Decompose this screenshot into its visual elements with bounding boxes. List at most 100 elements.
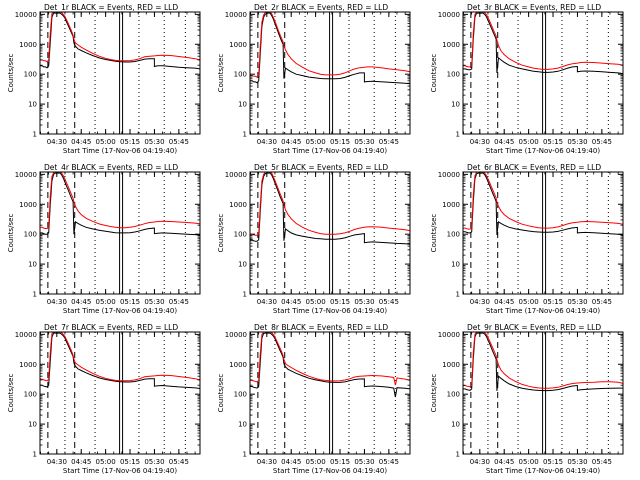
y-axis-label: Counts/sec [430, 374, 438, 413]
x-tick-label: 05:45 [169, 298, 189, 306]
plot-frame [249, 331, 411, 455]
panel-2: Det_2r BLACK = Events, RED = LLD 1 10 100 10… [217, 3, 411, 155]
x-tick-label: 05:00 [519, 458, 539, 466]
y-tick-label: 1000 [229, 41, 247, 49]
x-tick-label: 04:45 [71, 458, 91, 466]
events-series-line [250, 12, 411, 85]
x-tick-label: 05:45 [592, 458, 612, 466]
y-tick-label: 10 [28, 101, 37, 109]
x-tick-label: 05:45 [379, 298, 399, 306]
chart-title: Det_4r BLACK = Events, RED = LLD [44, 163, 178, 172]
y-tick-label: 1 [456, 131, 460, 139]
y-tick-label: 10000 [225, 331, 247, 339]
x-axis-label: Start Time (17-Nov-06 04:19:40) [486, 307, 600, 315]
plot-frame [249, 171, 411, 295]
y-tick-label: 1000 [19, 361, 37, 369]
y-axis-label: Counts/sec [217, 214, 225, 253]
x-tick-label: 04:30 [47, 298, 67, 306]
x-tick-label: 05:45 [379, 138, 399, 146]
panel-8: Det_8r BLACK = Events, RED = LLD 1 10 100 10… [217, 323, 411, 475]
x-tick-label: 05:15 [543, 458, 563, 466]
x-tick-label: 04:45 [281, 138, 301, 146]
lld-series-line [250, 171, 411, 236]
x-axis-label: Start Time (17-Nov-06 04:19:40) [486, 147, 600, 155]
y-tick-label: 100 [447, 71, 460, 79]
y-tick-label: 1000 [19, 41, 37, 49]
x-tick-label: 04:45 [281, 458, 301, 466]
events-series-line [40, 332, 201, 389]
panel-5: Det_5r BLACK = Events, RED = LLD 1 10 100 10… [217, 163, 411, 315]
chart-title: Det_3r BLACK = Events, RED = LLD [467, 3, 601, 12]
y-tick-label: 10 [451, 101, 460, 109]
y-tick-label: 100 [447, 391, 460, 399]
chart-title: Det_7r BLACK = Events, RED = LLD [44, 323, 178, 332]
events-series-line [463, 172, 624, 236]
y-tick-label: 1 [33, 291, 37, 299]
chart-title: Det_1r BLACK = Events, RED = LLD [44, 3, 178, 12]
y-tick-label: 1000 [442, 201, 460, 209]
y-tick-label: 100 [24, 231, 37, 239]
x-tick-label: 05:00 [306, 458, 326, 466]
x-tick-label: 05:15 [330, 138, 350, 146]
y-axis-label: Counts/sec [217, 374, 225, 413]
panel-1: Det_1r BLACK = Events, RED = LLD 1 10 100 10… [7, 3, 201, 155]
plot-frame [462, 171, 624, 295]
lld-series-line [250, 11, 411, 78]
events-series-line [40, 172, 201, 236]
y-axis-label: Counts/sec [7, 54, 15, 93]
plot-frame [462, 11, 624, 135]
x-tick-label: 05:30 [144, 138, 164, 146]
y-tick-label: 10000 [15, 11, 37, 19]
x-tick-label: 05:30 [567, 458, 587, 466]
y-tick-label: 100 [24, 71, 37, 79]
y-tick-label: 1 [456, 291, 460, 299]
y-tick-label: 1 [243, 291, 247, 299]
x-tick-label: 05:45 [169, 458, 189, 466]
panel-7: Det_7r BLACK = Events, RED = LLD 1 10 100 10… [7, 323, 201, 475]
x-tick-label: 04:45 [71, 298, 91, 306]
y-tick-label: 100 [24, 391, 37, 399]
x-tick-label: 04:30 [47, 458, 67, 466]
lld-series-line [463, 331, 624, 389]
y-tick-label: 10 [28, 421, 37, 429]
x-axis-label: Start Time (17-Nov-06 04:19:40) [273, 147, 387, 155]
x-axis-label: Start Time (17-Nov-06 04:19:40) [63, 467, 177, 475]
chart-title: Det_6r BLACK = Events, RED = LLD [467, 163, 601, 172]
y-tick-label: 1 [456, 451, 460, 459]
x-tick-label: 04:30 [257, 458, 277, 466]
x-tick-label: 04:30 [470, 458, 490, 466]
lld-series-line [463, 11, 624, 70]
x-tick-label: 05:00 [306, 138, 326, 146]
events-series-line [463, 332, 623, 392]
y-tick-label: 10000 [15, 171, 37, 179]
x-tick-label: 05:15 [543, 298, 563, 306]
y-tick-label: 10000 [225, 171, 247, 179]
x-tick-label: 04:45 [494, 298, 514, 306]
panel-6: Det_6r BLACK = Events, RED = LLD 1 10 100 10… [430, 163, 624, 315]
events-series-line [250, 172, 411, 245]
plot-frame [462, 331, 624, 455]
x-axis-label: Start Time (17-Nov-06 04:19:40) [63, 147, 177, 155]
y-axis-label: Counts/sec [430, 214, 438, 253]
y-axis-label: Counts/sec [7, 214, 15, 253]
lld-series-line [40, 171, 201, 229]
x-tick-label: 05:30 [144, 298, 164, 306]
y-tick-label: 10 [451, 421, 460, 429]
y-tick-label: 1 [33, 451, 37, 459]
y-axis-label: Counts/sec [217, 54, 225, 93]
y-axis-label: Counts/sec [7, 374, 15, 413]
panel-4: Det_4r BLACK = Events, RED = LLD 1 10 100 10… [7, 163, 201, 315]
y-tick-label: 10000 [438, 11, 460, 19]
x-tick-label: 05:30 [567, 298, 587, 306]
plot-frame [39, 11, 201, 135]
y-tick-label: 100 [234, 391, 247, 399]
y-tick-label: 1 [33, 131, 37, 139]
chart-title: Det_2r BLACK = Events, RED = LLD [254, 3, 388, 12]
y-tick-label: 1000 [229, 361, 247, 369]
y-tick-label: 10 [451, 261, 460, 269]
panel-9: Det_9r BLACK = Events, RED = LLD 1 10 100 10… [430, 323, 624, 475]
x-tick-label: 05:45 [592, 138, 612, 146]
lld-series-line [463, 171, 624, 230]
x-tick-label: 05:00 [96, 138, 116, 146]
y-tick-label: 100 [234, 71, 247, 79]
